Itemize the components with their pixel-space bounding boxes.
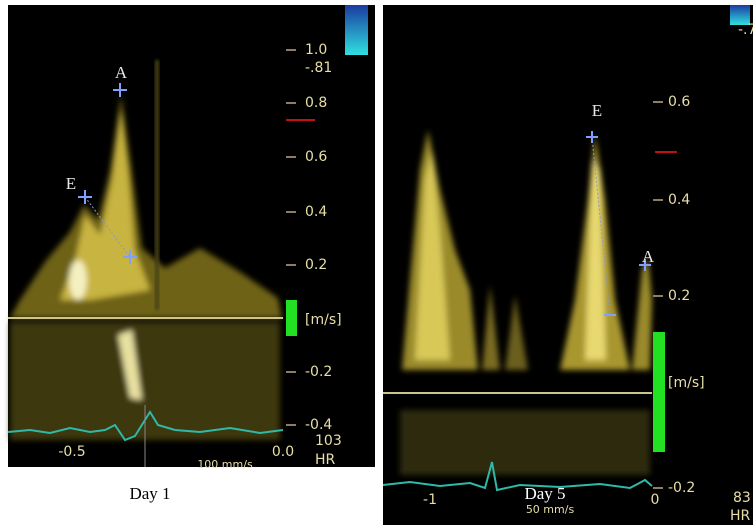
scale-label: -0.2 [668, 480, 695, 496]
scale-label: 0.6 [668, 94, 690, 110]
hr-value: 83 [733, 490, 751, 506]
marker-label: E [66, 174, 76, 193]
ecg-trace [7, 410, 284, 442]
color-bar [345, 5, 368, 55]
marker-label: E [592, 101, 602, 120]
scale-label: -.79 [738, 22, 753, 38]
scale-label: -.81 [305, 60, 332, 76]
scale-label: -0.4 [305, 417, 332, 433]
panel-day-1: A E 1.0 -.81 0.8 0.6 0.4 0.2 [m/s] -0.2 … [7, 5, 375, 471]
ecg-trace [382, 461, 653, 492]
time-tick: -1 [423, 492, 437, 508]
decel-line [84, 196, 131, 258]
caption: Day 1 [129, 484, 170, 503]
marker-label: A [642, 247, 655, 266]
green-bar [286, 300, 297, 336]
cross-markers [78, 83, 137, 264]
caption: Day 5 [524, 484, 565, 503]
scale-label: 0.4 [305, 204, 327, 220]
unit-label: [m/s] [305, 312, 342, 328]
scale-label: 1.0 [305, 42, 327, 58]
sweep-speed: 50 mm/s [526, 503, 575, 516]
time-tick: 0 [651, 492, 660, 508]
time-tick: 0.0 [272, 444, 294, 460]
scale-ticks [286, 49, 296, 426]
scale-label: 0.6 [305, 149, 327, 165]
green-bar [653, 332, 665, 452]
time-tick: -0.5 [58, 444, 85, 460]
spectrum [10, 95, 282, 440]
unit-label: [m/s] [668, 375, 705, 391]
hr-value: 103 [315, 433, 342, 449]
scale-label: 0.4 [668, 192, 690, 208]
scale-label: 0.2 [305, 257, 327, 273]
scale-label: 0.2 [668, 288, 690, 304]
cross-markers [586, 131, 651, 316]
scale-label: -0.2 [305, 364, 332, 380]
marker-label: A [115, 63, 128, 82]
scale-ticks [653, 101, 663, 489]
spectrum [400, 130, 652, 475]
panel-day-5: E A -.79 0.6 0.4 0.2 [m/s] -0.2 83 HR -1… [382, 5, 753, 525]
sweep-speed: 100 mm/s [197, 458, 253, 471]
scale-label: 0.8 [305, 95, 327, 111]
decel-line [591, 136, 611, 316]
hr-label: HR [315, 452, 336, 468]
color-bar [730, 5, 750, 25]
hr-label: HR [730, 508, 751, 524]
